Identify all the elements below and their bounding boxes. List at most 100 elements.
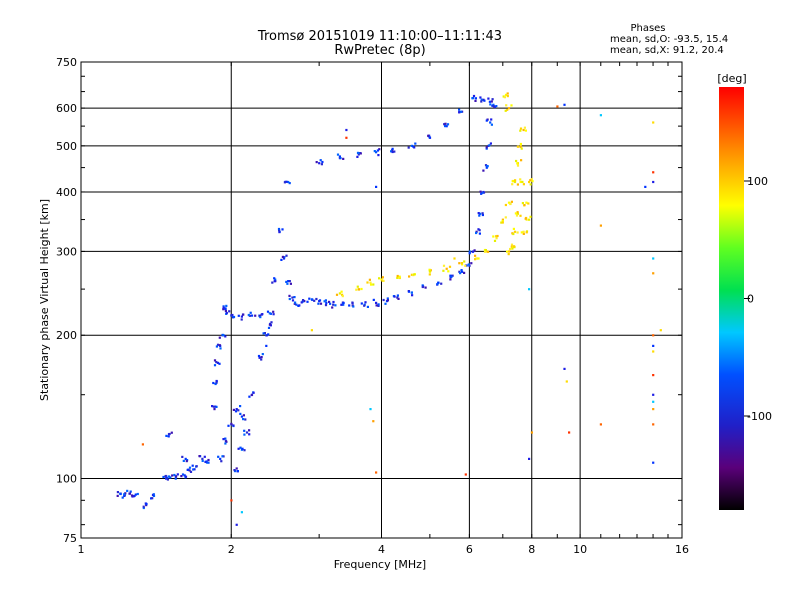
data-point — [128, 492, 131, 495]
data-point — [184, 475, 188, 478]
data-point — [485, 250, 488, 253]
data-point — [504, 216, 507, 219]
data-point — [230, 422, 233, 425]
data-point — [352, 305, 355, 308]
data-point — [201, 457, 204, 460]
data-point — [491, 104, 494, 107]
data-point — [313, 299, 316, 302]
data-point — [474, 258, 477, 261]
data-point — [393, 150, 396, 153]
data-point — [485, 119, 488, 122]
data-point — [239, 405, 242, 408]
data-point — [195, 465, 198, 468]
data-point — [247, 313, 250, 317]
data-point — [531, 180, 534, 183]
data-point — [216, 343, 220, 346]
data-point — [132, 495, 136, 498]
data-point — [237, 314, 240, 317]
data-point — [164, 474, 167, 478]
data-point — [230, 499, 233, 502]
data-point — [345, 128, 348, 132]
data-point — [348, 304, 351, 307]
data-point — [442, 264, 446, 267]
data-point — [496, 234, 499, 238]
data-point — [519, 180, 522, 184]
data-point — [265, 334, 268, 337]
data-point — [145, 502, 148, 506]
data-point — [215, 361, 218, 364]
data-point — [288, 294, 291, 297]
data-point — [376, 149, 379, 152]
grid-lines — [81, 62, 682, 538]
data-point — [458, 262, 461, 265]
data-point — [519, 142, 522, 146]
data-point — [278, 231, 281, 234]
data-point — [207, 458, 210, 462]
data-point — [130, 494, 134, 497]
data-point — [222, 334, 225, 337]
data-point — [224, 437, 227, 440]
data-point — [332, 303, 335, 306]
data-point — [242, 313, 245, 316]
data-point — [134, 493, 137, 496]
data-point — [193, 468, 196, 471]
data-point — [219, 457, 222, 460]
data-point — [529, 183, 532, 186]
data-point — [243, 429, 246, 432]
data-point — [237, 447, 240, 450]
data-point — [244, 418, 247, 421]
data-point — [489, 103, 492, 106]
data-point — [652, 400, 655, 403]
data-point — [356, 151, 360, 154]
data-point — [652, 344, 655, 347]
data-point — [514, 212, 517, 215]
data-point — [436, 283, 439, 286]
data-point — [522, 230, 525, 233]
data-point — [491, 98, 494, 101]
data-point — [504, 109, 507, 112]
stats-line-x: mean, sd,X: 91.2, 20.4 — [610, 45, 724, 56]
data-point — [507, 253, 510, 256]
data-point — [471, 97, 474, 100]
data-point — [475, 231, 478, 235]
data-point — [167, 435, 170, 438]
y-tick-label: 600 — [56, 102, 77, 115]
data-point — [509, 202, 512, 206]
data-point — [519, 214, 522, 217]
data-point — [529, 215, 532, 218]
data-point — [652, 423, 655, 426]
x-tick-label: 6 — [466, 543, 473, 556]
data-point — [445, 267, 448, 270]
data-point — [563, 103, 566, 106]
data-point — [302, 299, 305, 302]
data-point — [273, 280, 276, 283]
data-point — [511, 247, 514, 250]
data-point — [511, 179, 514, 183]
data-point — [320, 163, 323, 166]
data-point — [370, 283, 373, 286]
data-point — [215, 345, 218, 348]
data-point — [414, 142, 417, 145]
data-point — [236, 470, 239, 473]
data-point — [288, 297, 291, 301]
data-point — [242, 418, 245, 421]
data-point — [328, 300, 331, 303]
data-point — [482, 191, 486, 194]
data-point — [474, 99, 477, 102]
data-point — [522, 232, 525, 235]
data-point — [240, 318, 243, 321]
data-point — [126, 489, 129, 492]
data-point — [360, 302, 363, 305]
data-point — [396, 276, 399, 279]
data-point — [568, 431, 571, 434]
data-point — [421, 285, 424, 289]
colorbar-ticks: 100 0 -100 — [744, 175, 772, 423]
data-point — [243, 449, 246, 452]
data-point — [530, 431, 533, 434]
data-point — [424, 286, 427, 289]
data-point — [300, 301, 303, 304]
data-point — [317, 302, 320, 305]
data-point — [516, 211, 519, 214]
data-point — [241, 447, 244, 450]
series-o — [116, 94, 498, 510]
